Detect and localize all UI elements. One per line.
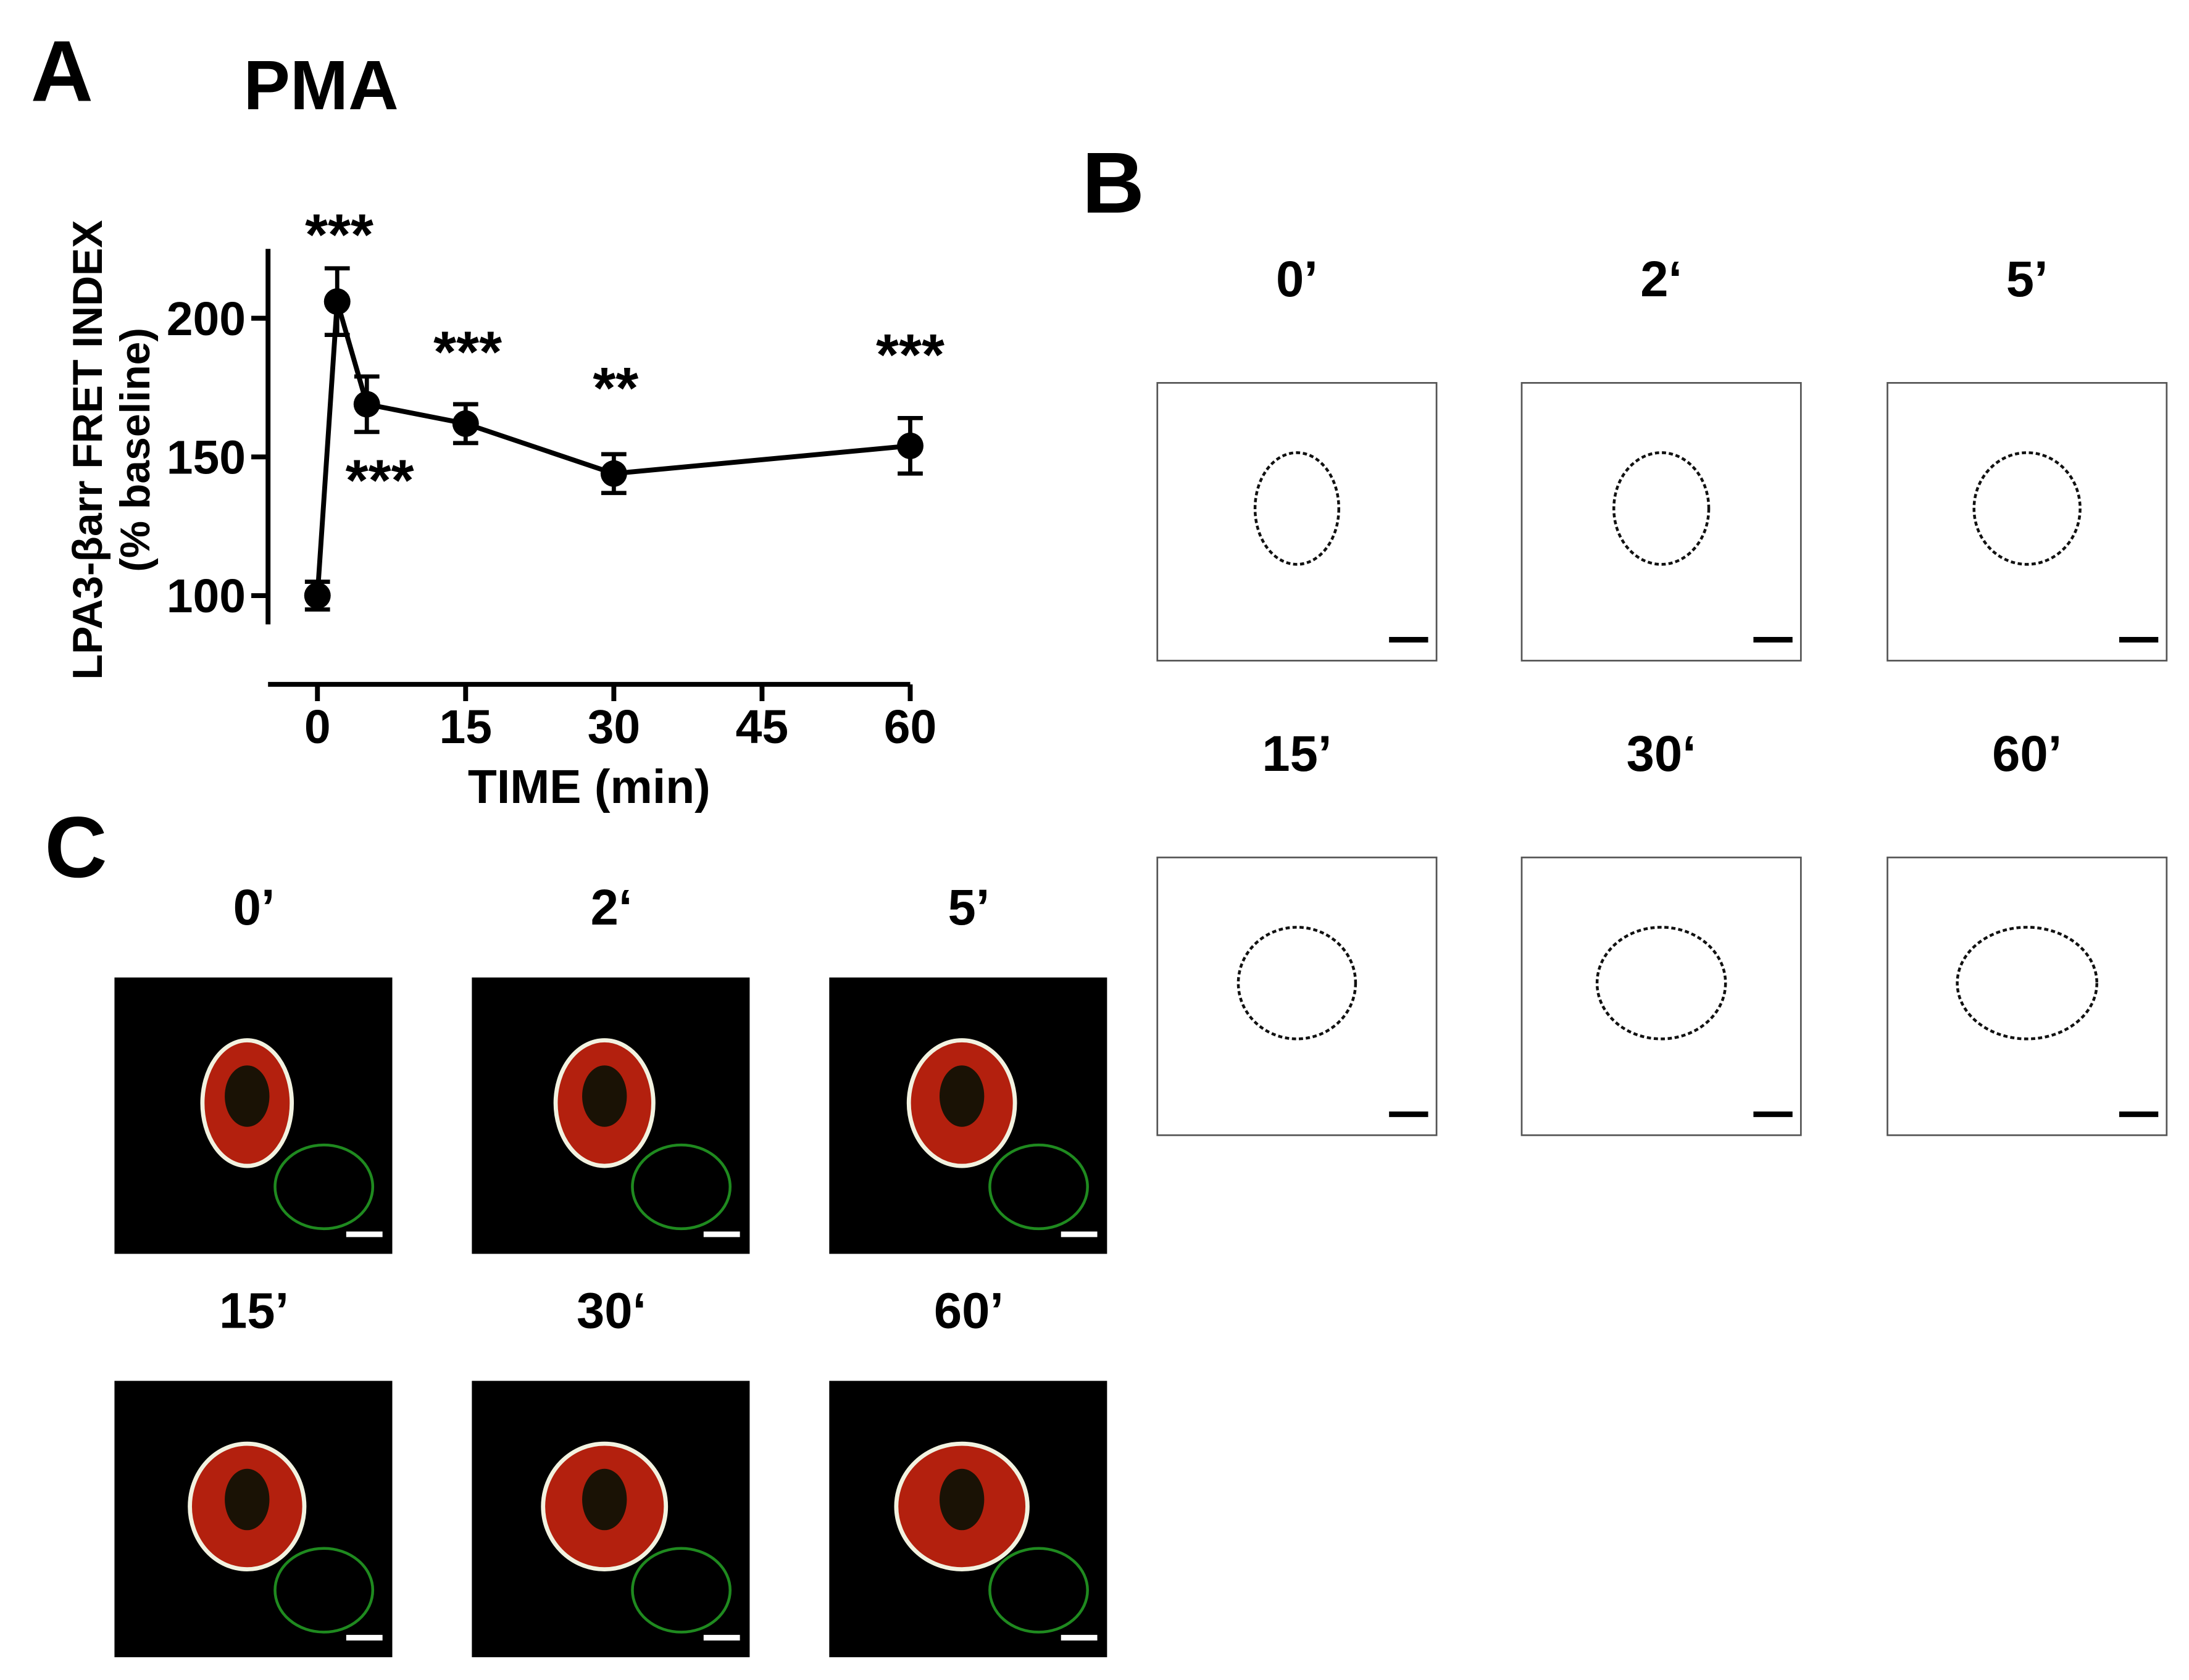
cell-outline: [1612, 451, 1711, 566]
y-axis-label: LPA3-βarr FRET INDEX: [65, 220, 111, 680]
image-frame: [1520, 856, 1802, 1136]
data-line: [315, 301, 911, 596]
annotation: ***: [433, 319, 502, 385]
image-label: 15’: [1262, 726, 1332, 782]
cell-core: [225, 1468, 270, 1531]
panel-label: B: [1082, 134, 1145, 231]
image-label: 0’: [1276, 251, 1318, 307]
x-tick-label: 15: [440, 701, 493, 754]
image-frame: [1156, 382, 1438, 662]
image-label: 15’: [219, 1283, 289, 1339]
data-point: [323, 288, 351, 315]
image-label: 60’: [1992, 726, 2062, 782]
annotation: ***: [876, 322, 944, 388]
cell-core: [939, 1468, 985, 1531]
annotation: **: [593, 356, 638, 421]
image-frame: [1887, 382, 2168, 662]
cell-outline: [1972, 451, 2082, 566]
image-label: 2‘: [591, 880, 633, 936]
cell-green: [988, 1143, 1089, 1231]
data-point: [897, 432, 924, 459]
x-tick-label: 30: [588, 701, 641, 754]
x-tick-label: 0: [304, 701, 331, 754]
data-point: [600, 460, 627, 487]
image-label: 0’: [233, 880, 275, 936]
chart-title: PMA: [244, 46, 399, 124]
cell-green: [631, 1143, 732, 1231]
data-point: [452, 410, 479, 437]
cell-core: [939, 1065, 985, 1127]
cell-outline: [1595, 926, 1727, 1041]
image-frame: [1520, 382, 1802, 662]
data-point: [353, 391, 380, 418]
data-point: [304, 582, 331, 609]
image-label: 5’: [2006, 251, 2048, 307]
cell-green: [273, 1143, 375, 1231]
y-axis-label: (% baseline): [112, 328, 159, 572]
cell-core: [225, 1065, 270, 1127]
image-label: 2‘: [1640, 251, 1682, 307]
cell-core: [582, 1065, 627, 1127]
y-tick-label: 100: [167, 570, 246, 623]
cell-green: [273, 1547, 375, 1634]
cell-green: [631, 1547, 732, 1634]
y-tick-label: 200: [167, 293, 246, 346]
panel-label: C: [44, 799, 107, 896]
y-tick-label: 150: [167, 431, 246, 484]
cell-outline: [1236, 926, 1357, 1041]
image-label: 30‘: [577, 1283, 646, 1339]
x-tick-label: 60: [884, 701, 937, 754]
x-axis-label: TIME (min): [468, 760, 711, 813]
image-label: 30‘: [1627, 726, 1696, 782]
x-tick-label: 45: [736, 701, 789, 754]
cell-outline: [1956, 926, 2099, 1041]
image-label: 60’: [934, 1283, 1004, 1339]
annotation: ***: [346, 447, 414, 513]
cell-outline: [1253, 451, 1341, 566]
annotation: ***: [305, 202, 373, 267]
cell-core: [582, 1468, 627, 1531]
image-frame: [1156, 856, 1438, 1136]
cell-green: [988, 1547, 1089, 1634]
image-label: 5’: [948, 880, 990, 936]
image-frame: [1887, 856, 2168, 1136]
panel-label: A: [31, 23, 93, 120]
